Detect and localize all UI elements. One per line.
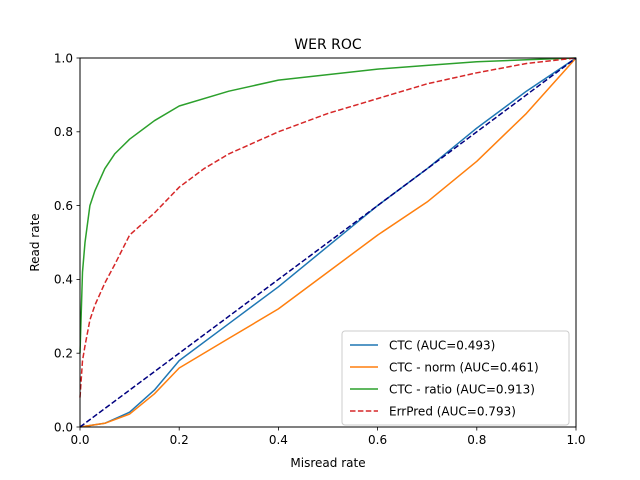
x-tick-label: 0.8 [467, 433, 486, 447]
y-tick-label: 0.8 [54, 125, 73, 139]
y-axis: 0.0 0.2 0.4 0.6 0.8 1.0 [54, 51, 80, 434]
y-tick-label: 1.0 [54, 51, 73, 65]
legend-box [341, 330, 570, 426]
chart-title: WER ROC [294, 37, 362, 53]
legend-label: CTC (AUC=0.493) [389, 338, 495, 352]
x-axis: 0.0 0.2 0.4 0.6 0.8 1.0 [70, 427, 586, 447]
y-tick-label: 0.4 [54, 273, 73, 287]
legend: CTC (AUC=0.493) CTC - norm (AUC=0.461) CTC… [341, 330, 570, 426]
series-line-ctc-norm [79, 57, 577, 428]
legend-label: ErrPred (AUC=0.793) [389, 404, 516, 418]
series-line-errpred [79, 57, 577, 398]
x-axis-label: Misread rate [290, 456, 365, 470]
x-tick-label: 0.2 [170, 433, 189, 447]
series-line-ctc-ratio [79, 57, 577, 354]
series-line-chance [79, 57, 577, 428]
x-tick-label: 0.6 [368, 433, 387, 447]
y-axis-label: Read rate [28, 213, 42, 271]
legend-label: CTC - ratio (AUC=0.913) [389, 382, 535, 396]
series-line-ctc [79, 57, 577, 428]
legend-label: CTC - norm (AUC=0.461) [389, 360, 539, 374]
x-tick-label: 1.0 [566, 433, 585, 447]
y-tick-label: 0.2 [54, 347, 73, 361]
plot-lines [79, 57, 577, 428]
y-tick-label: 0.6 [54, 199, 73, 213]
x-tick-label: 0.0 [70, 433, 89, 447]
y-tick-label: 0.0 [54, 420, 73, 434]
x-tick-label: 0.4 [269, 433, 288, 447]
plot-frame [79, 57, 577, 428]
